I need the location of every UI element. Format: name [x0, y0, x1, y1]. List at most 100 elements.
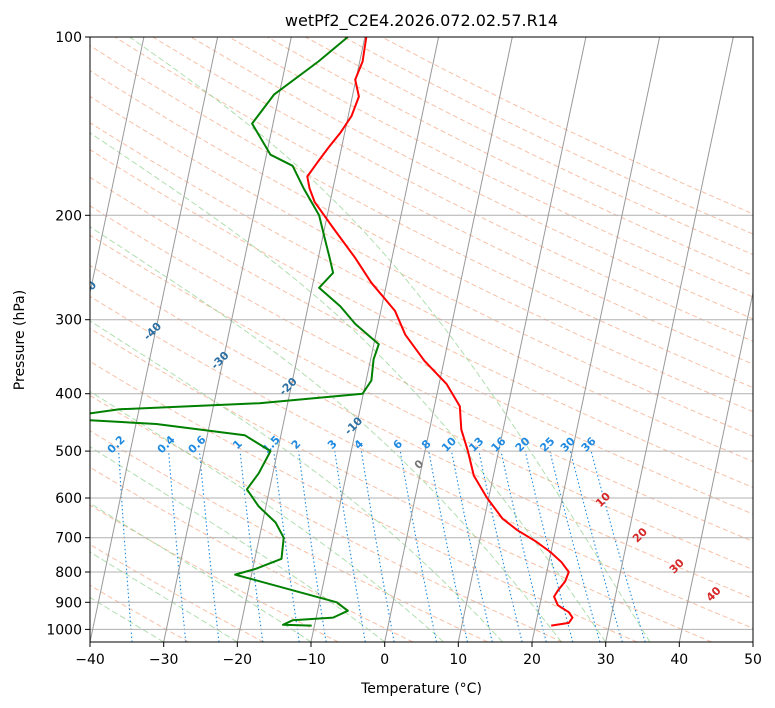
- dry-adiabat-line: [90, 584, 190, 642]
- moist-adiabat-line: [90, 226, 562, 642]
- mixing-ratio-line: [500, 450, 547, 642]
- isotherm-label: -20: [277, 375, 300, 398]
- dry-adiabat-line: [90, 122, 753, 463]
- mixing-ratio-line: [549, 450, 601, 642]
- y-axis-label: Pressure (hPa): [12, 290, 28, 390]
- dry-adiabats: [90, 37, 753, 642]
- mixing-ratio-label: 1.5: [260, 433, 283, 456]
- isotherm-line: [384, 37, 513, 642]
- isotherm-label: -10: [342, 414, 365, 437]
- dry-adiabat-line: [90, 176, 753, 515]
- dry-adiabat-label: 40: [704, 584, 724, 604]
- mixing-ratio-line: [428, 450, 469, 642]
- mixing-ratio-label: 3: [325, 437, 340, 452]
- x-tick-label: 50: [744, 652, 762, 668]
- dewpoint-profile: [90, 37, 380, 627]
- dry-adiabat-line: [90, 504, 339, 642]
- isotherm-label: -60: [12, 232, 35, 255]
- dry-adiabat-line: [90, 70, 753, 413]
- moist-adiabat-line: [129, 37, 651, 642]
- dry-adiabat-label: 10: [593, 490, 613, 510]
- dry-adiabat-line: [114, 37, 753, 365]
- isotherm-label: -40: [141, 320, 164, 343]
- isotherm-line: [752, 639, 753, 642]
- mixing-ratio-line: [569, 450, 623, 642]
- dry-adiabat-line: [90, 394, 563, 642]
- x-tick-label: −20: [223, 652, 253, 668]
- x-axis-label: Temperature (°C): [360, 681, 482, 697]
- moist-adiabat-line: [90, 390, 444, 642]
- isotherms: [90, 37, 753, 642]
- dry-adiabat-line: [90, 466, 414, 642]
- moist-adiabat-line: [90, 502, 312, 642]
- moist-adiabat-line: [90, 132, 607, 642]
- mixing-ratio-line: [399, 451, 437, 642]
- mixing-ratio-label: 2: [289, 437, 304, 452]
- dry-adiabat-line: [190, 37, 753, 320]
- x-axis-ticks: −40 −30 −20 −10 0 10 20 30 40 50: [75, 642, 762, 668]
- mixing-ratio-line: [273, 451, 300, 642]
- dry-adiabat-line: [90, 149, 753, 489]
- isotherm-line: [457, 37, 587, 642]
- mixing-ratio-label: 13: [466, 435, 486, 455]
- y-axis-ticks: 100 200 300 400 500 600 700 800 900 1000: [46, 30, 90, 638]
- mixing-ratio-labels: 0.1 0.2 0.4 0.6 1 1.5 2 3 4 6 8 10 13 16 20 25 30 36: [105, 433, 599, 456]
- y-tick-label: 300: [55, 313, 82, 329]
- y-tick-label: 400: [55, 387, 82, 403]
- mixing-ratio-line: [239, 451, 264, 642]
- isotherm-line: [90, 37, 219, 642]
- dry-adiabat-line: [90, 360, 638, 642]
- dry-adiabat-line: [381, 37, 753, 215]
- dry-adiabat-line: [90, 264, 753, 600]
- isotherm-line: [531, 37, 661, 642]
- moist-adiabat-line: [90, 446, 385, 642]
- dry-adiabat-line: [228, 37, 753, 298]
- isotherm-label: -50: [76, 278, 99, 301]
- chart-title: wetPf2_C2E4.2026.072.02.57.R14: [285, 11, 558, 31]
- mixing-ratio-label: 1: [230, 437, 245, 452]
- mixing-ratio-line: [168, 451, 187, 642]
- dry-adiabat-line: [90, 234, 753, 571]
- mixing-ratio-label: 0.4: [155, 433, 178, 456]
- y-tick-label: 800: [55, 565, 82, 581]
- isotherm-line: [163, 37, 292, 642]
- dry-adiabat-label: 20: [630, 525, 650, 545]
- pressure-gridlines: [90, 37, 753, 630]
- y-tick-label: 900: [55, 595, 82, 611]
- y-tick-label: 1000: [46, 622, 82, 638]
- mixing-ratio-label: 25: [537, 435, 557, 455]
- mixing-ratio-line: [118, 451, 133, 642]
- mixing-ratio-line: [478, 450, 523, 642]
- x-tick-label: 0: [380, 652, 389, 668]
- mixing-ratio-label: 0.6: [186, 433, 209, 456]
- dry-adiabat-line: [90, 45, 753, 389]
- y-tick-label: 500: [55, 444, 82, 460]
- dry-adiabat-line: [90, 430, 488, 642]
- dry-adiabat-labels: 10 20 30 40: [593, 490, 724, 605]
- moist-adiabat-line: [90, 320, 503, 642]
- dry-adiabat-line: [90, 295, 753, 629]
- isotherm-line: [678, 290, 753, 642]
- x-tick-label: −10: [296, 652, 326, 668]
- mixing-ratio-line: [360, 451, 395, 642]
- moist-adiabat-line: [90, 596, 164, 642]
- x-tick-label: 40: [670, 652, 688, 668]
- y-tick-label: 600: [55, 491, 82, 507]
- x-tick-label: 30: [597, 652, 615, 668]
- isotherm-line: [90, 37, 145, 295]
- mixing-ratio-label: 8: [419, 437, 434, 452]
- x-tick-label: 10: [449, 652, 467, 668]
- x-tick-label: −30: [149, 652, 179, 668]
- plot-frame: [89, 36, 754, 643]
- mixing-ratio-label: 6: [391, 437, 406, 452]
- mixing-ratio-line: [524, 450, 574, 642]
- dry-adiabat-line: [90, 95, 753, 437]
- isotherm-line: [236, 37, 366, 642]
- isotherm-label: 0: [412, 457, 427, 472]
- mixing-ratio-line: [198, 451, 220, 642]
- profiles: [90, 37, 574, 627]
- dry-adiabat-line: [90, 205, 753, 542]
- dry-adiabat-line: [90, 327, 712, 642]
- x-tick-label: −40: [75, 652, 105, 668]
- isotherm-line: [605, 37, 734, 642]
